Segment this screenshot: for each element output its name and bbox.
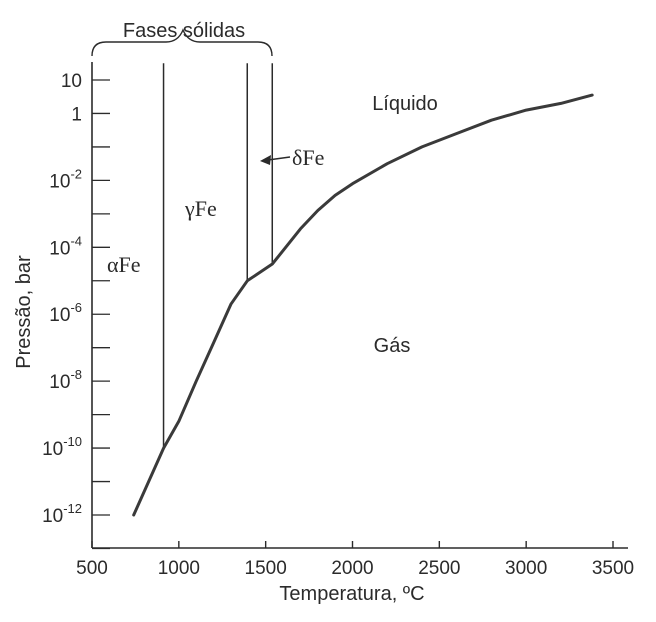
x-tick-label: 1500 [245, 558, 287, 579]
y-tick-label: 10 [61, 71, 82, 92]
solid-phases-brace [91, 28, 273, 57]
y-tick-exponent: -8 [70, 367, 82, 382]
y-tick-base: 10 [49, 305, 70, 326]
y-tick-base: 10 [49, 171, 70, 192]
y-tick-base: 10 [42, 506, 63, 527]
delta-arrow-line [267, 156, 291, 161]
sublimation-vaporization-curve [132, 93, 594, 517]
gas-region-label: Gás [374, 335, 411, 357]
y-tick-base: 10 [49, 238, 70, 259]
y-tick-base: 10 [49, 372, 70, 393]
y-tick-label: 10-8 [49, 367, 82, 393]
y-tick-base: 1 [71, 104, 82, 125]
x-tick-label: 2000 [331, 558, 373, 579]
y-tick-label: 10-10 [42, 434, 82, 460]
solid-phases-label: Fases sólidas [123, 20, 245, 42]
y-tick-label: 10-2 [49, 166, 82, 192]
y-tick-label: 10-6 [49, 300, 82, 326]
y-tick-label: 1 [71, 104, 82, 125]
y-tick-exponent: -10 [63, 434, 82, 449]
x-tick-label: 3500 [592, 558, 634, 579]
x-tick-label: 2500 [418, 558, 460, 579]
x-tick-label: 1000 [158, 558, 200, 579]
y-tick-base: 10 [42, 439, 63, 460]
x-axis-title: Temperatura, ºC [279, 583, 424, 605]
delta-arrow-head [260, 155, 271, 165]
x-axis-ticks: 500 1000 1500 2000 2500 3000 3500 [76, 541, 634, 579]
x-tick-label: 500 [76, 558, 108, 579]
y-tick-exponent: -4 [70, 233, 82, 248]
delta-iron-label: δFe [292, 145, 324, 170]
y-tick-exponent: -12 [63, 501, 82, 516]
y-tick-label: 10-12 [42, 501, 82, 527]
y-axis-title: Pressão, bar [13, 255, 35, 369]
x-tick-label: 3000 [505, 558, 547, 579]
alpha-iron-label: αFe [107, 252, 141, 277]
y-tick-base: 10 [61, 71, 82, 92]
liquid-region-label: Líquido [372, 93, 438, 115]
phase-boundary-lines [162, 63, 274, 449]
y-tick-label: 10-4 [49, 233, 82, 259]
y-tick-exponent: -2 [70, 166, 82, 181]
gamma-iron-label: γFe [184, 196, 217, 221]
y-tick-exponent: -6 [70, 300, 82, 315]
